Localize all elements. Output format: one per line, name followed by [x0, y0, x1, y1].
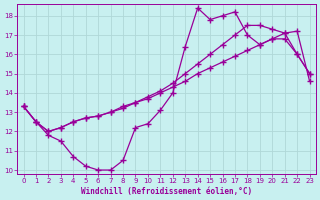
X-axis label: Windchill (Refroidissement éolien,°C): Windchill (Refroidissement éolien,°C) — [81, 187, 252, 196]
